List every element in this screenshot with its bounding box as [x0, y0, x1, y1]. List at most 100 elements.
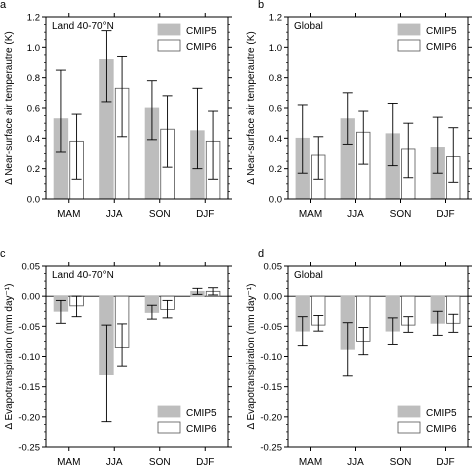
legend: CMIP5 CMIP6	[157, 23, 217, 53]
error-bar-cmip6-djf	[208, 110, 219, 180]
legend-swatch-cmip6	[157, 39, 181, 52]
x-tick-label: SON	[390, 457, 412, 465]
error-bar-cmip5-son	[146, 304, 157, 320]
error-bar-cmip6-djf	[448, 313, 459, 333]
panel-c: c Land 40-70°N Δ Evapotranspiration (mm da…	[0, 248, 232, 465]
y-tick-label: 1.0	[269, 43, 282, 54]
error-bar-cmip6-jja	[358, 327, 369, 356]
y-tick-label: 0.0	[269, 195, 282, 206]
legend-swatch-cmip5	[157, 405, 181, 418]
error-bar-cmip5-djf	[192, 287, 203, 295]
y-tick-label: -0.20	[260, 412, 282, 423]
y-tick-label: 0.4	[27, 134, 40, 145]
legend-label-cmip6: CMIP6	[426, 424, 457, 435]
panel-letter: a	[0, 0, 7, 11]
error-bar-cmip5-djf	[432, 116, 443, 174]
x-tick-label: JJA	[347, 209, 364, 220]
y-tick-label: 0.6	[269, 104, 282, 115]
error-bar-cmip5-jja	[101, 30, 112, 103]
x-tick-label: MAM	[299, 209, 322, 220]
legend-swatch-cmip6	[157, 421, 181, 434]
legend-swatch-cmip5	[397, 405, 421, 418]
y-tick-label: -0.15	[260, 382, 282, 393]
legend-swatch-cmip5	[397, 23, 421, 36]
x-tick-label: DJF	[436, 209, 454, 220]
x-tick-label: MAM	[57, 209, 80, 220]
legend: CMIP5 CMIP6	[397, 23, 457, 53]
y-tick-label: 0.0	[27, 195, 40, 206]
error-bar-cmip6-djf	[208, 287, 219, 296]
legend: CMIP5 CMIP6	[397, 405, 457, 435]
error-bar-cmip5-son	[387, 102, 398, 167]
x-tick-label: MAM	[57, 457, 80, 465]
y-axis-label: Δ Evapotranspiration (mm day⁻¹)	[246, 284, 257, 430]
y-tick-label: 0.6	[27, 104, 40, 115]
x-tick-label: JJA	[106, 209, 123, 220]
panel-title: Global	[294, 270, 323, 281]
error-bar-cmip6-jja	[117, 55, 128, 138]
y-tick-label: -0.05	[18, 322, 40, 333]
error-bar-cmip5-mam	[297, 316, 308, 347]
error-bar-cmip5-djf	[192, 87, 203, 170]
error-bar-cmip5-djf	[432, 310, 443, 336]
legend-swatch-cmip5	[157, 23, 181, 36]
error-bar-cmip5-mam	[55, 69, 66, 153]
x-tick-label: SON	[149, 209, 171, 220]
error-bar-cmip5-jja	[101, 324, 112, 423]
legend-label-cmip5: CMIP5	[186, 26, 217, 37]
y-tick-label: -0.05	[260, 322, 282, 333]
panel-title: Land 40-70°N	[52, 270, 114, 281]
plot-frame	[287, 265, 469, 448]
panel-letter: d	[258, 248, 264, 260]
legend-label-cmip5: CMIP5	[426, 408, 457, 419]
legend-swatch-cmip6	[397, 39, 421, 52]
y-tick-label: 0.4	[269, 134, 282, 145]
y-tick-label: 0.00	[22, 292, 41, 303]
y-tick-label: -0.15	[18, 382, 40, 393]
y-axis-label: Δ Near-surface air temperautre (K)	[4, 31, 15, 184]
error-bar-cmip6-son	[162, 95, 173, 168]
y-tick-label: -0.25	[260, 443, 282, 454]
y-tick-label: 0.2	[27, 164, 40, 175]
y-tick-label: -0.25	[18, 443, 40, 454]
y-tick-label: 0.05	[22, 262, 41, 273]
error-bar-cmip6-mam	[313, 136, 324, 180]
error-bar-cmip6-son	[403, 122, 414, 179]
legend-swatch-cmip6	[397, 421, 421, 434]
x-tick-label: SON	[390, 209, 412, 220]
error-bar-cmip5-jja	[342, 92, 353, 145]
y-tick-label: 0.00	[264, 292, 283, 303]
panel-letter: b	[258, 0, 264, 11]
y-tick-label: 0.05	[264, 262, 283, 273]
legend-label-cmip6: CMIP6	[186, 42, 217, 53]
legend-label-cmip5: CMIP5	[426, 26, 457, 37]
y-axis-label: Δ Near-surface air temperautre (K)	[246, 31, 257, 184]
error-bar-cmip5-mam	[297, 104, 308, 174]
x-tick-label: DJF	[436, 457, 454, 465]
y-tick-label: -0.20	[18, 412, 40, 423]
y-tick-label: -0.10	[260, 352, 282, 363]
error-bar-cmip5-son	[387, 317, 398, 345]
panel-title: Global	[294, 21, 323, 32]
error-bar-cmip6-jja	[358, 110, 369, 165]
y-tick-label: 1.2	[269, 13, 282, 24]
y-axis-label: Δ Evapotranspiration (mm day⁻¹)	[4, 284, 15, 430]
y-tick-label: 0.8	[269, 73, 282, 84]
error-bar-cmip6-mam	[71, 113, 82, 180]
error-bar-cmip6-mam	[313, 315, 324, 332]
x-tick-label: DJF	[196, 209, 214, 220]
panel-b: b Global Δ Near-surface air temperautre (K…	[246, 0, 472, 220]
legend-label-cmip6: CMIP6	[186, 424, 217, 435]
legend-label-cmip6: CMIP6	[426, 42, 457, 53]
error-bar-cmip6-djf	[448, 127, 459, 183]
panel-title: Land 40-70°N	[52, 21, 114, 32]
legend: CMIP5 CMIP6	[157, 405, 217, 435]
panel-a: a Land 40-70°N Δ Near-surface air temperau…	[0, 0, 232, 220]
y-tick-label: 1.2	[27, 13, 40, 24]
legend-label-cmip5: CMIP5	[186, 408, 217, 419]
error-bar-cmip5-jja	[342, 322, 353, 377]
x-tick-label: SON	[149, 457, 171, 465]
x-tick-label: MAM	[299, 457, 322, 465]
